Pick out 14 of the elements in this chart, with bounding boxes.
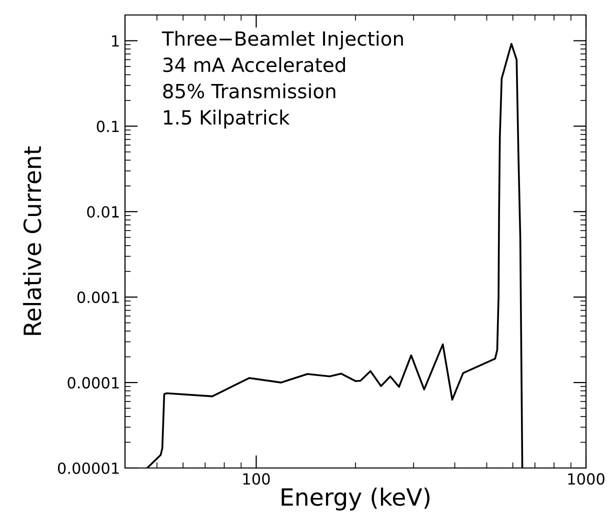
annotation: Three−Beamlet Injection: [162, 30, 403, 50]
y-tick-label: 0.0001: [68, 377, 119, 389]
x-axis-title: Energy (keV): [282, 488, 430, 510]
annotation: 85% Transmission: [163, 83, 336, 98]
annotation: 1.5 Kilpatrick: [164, 110, 290, 128]
y-tick-label: 0.001: [77, 292, 119, 304]
y-tick-label: 1: [112, 35, 119, 47]
y-axis-title: Relative Current: [23, 146, 42, 335]
x-tick-label: 1000: [568, 473, 604, 485]
x-tick-label: 100: [243, 473, 270, 485]
y-tick-label: 0.01: [87, 206, 119, 218]
y-tick-label: 0.1: [96, 120, 119, 132]
annotation: 34 mA Accelerated: [163, 57, 345, 72]
y-tick-label: 0.00001: [58, 462, 119, 474]
